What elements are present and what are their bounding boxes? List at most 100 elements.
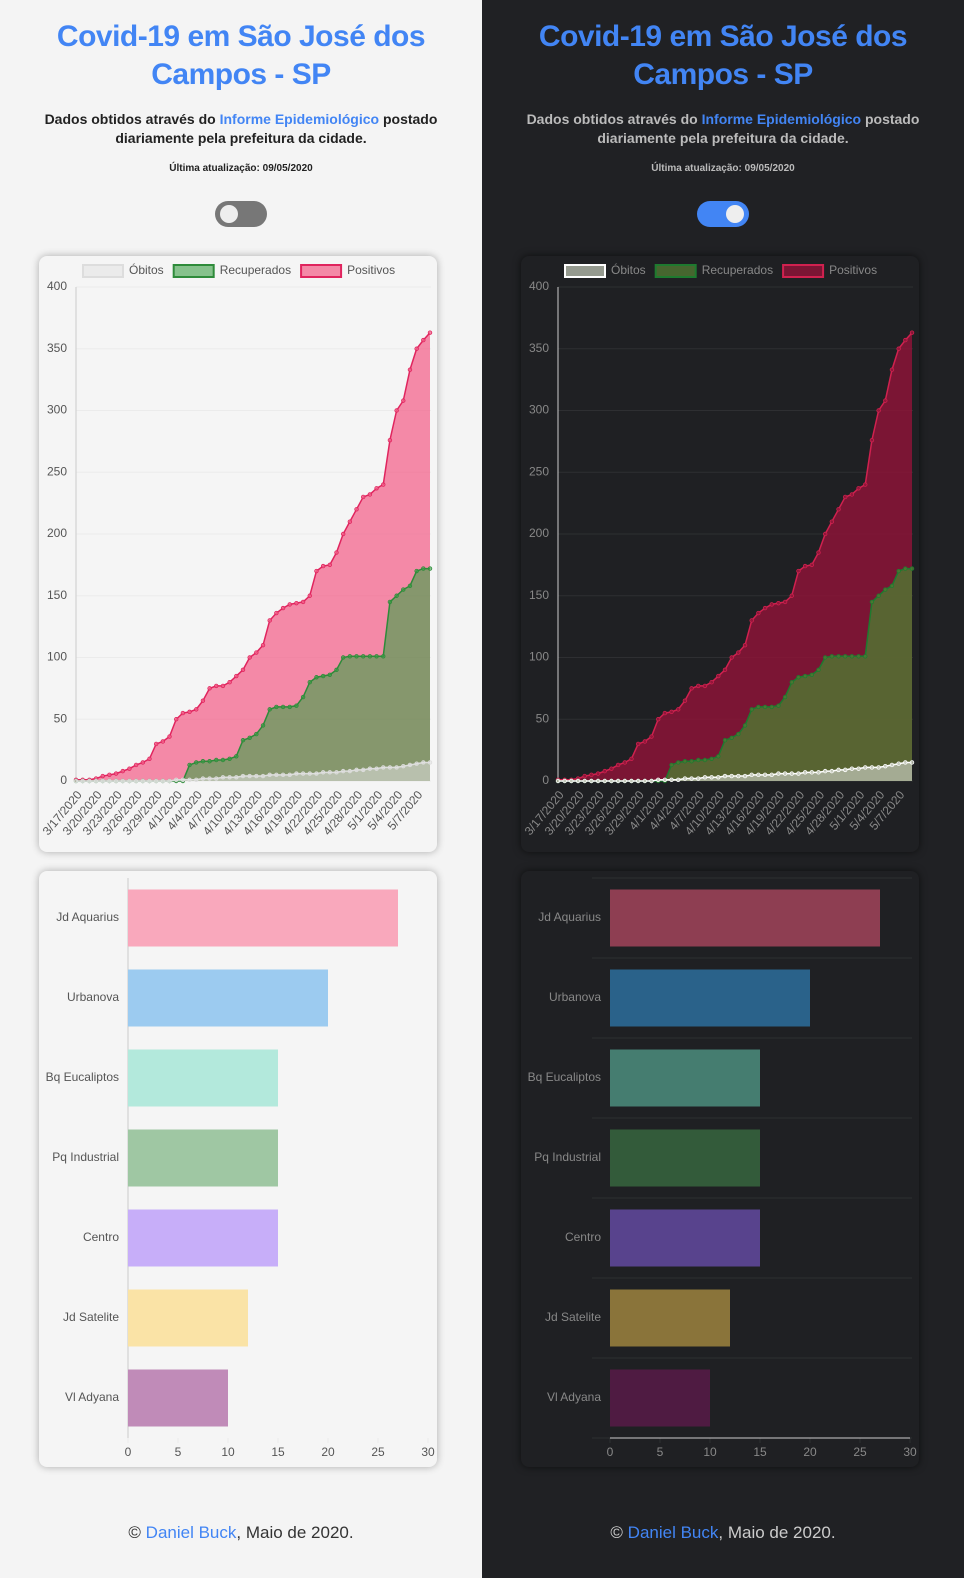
y-tick-label: 50 [54, 711, 68, 725]
y-tick-label: 350 [47, 341, 67, 355]
data-point [863, 765, 868, 770]
data-point [401, 398, 406, 403]
data-point [120, 768, 125, 774]
data-point [274, 610, 279, 616]
x-tick-label: 20 [321, 1445, 335, 1459]
y-tick-label: Jd Satelite [545, 1310, 601, 1324]
link[interactable]: Informe Epidemiológico [219, 111, 380, 127]
data-point [234, 673, 239, 679]
legend-swatch [82, 264, 124, 278]
data-point [214, 757, 219, 763]
data-point [742, 642, 748, 648]
data-point [816, 667, 821, 673]
author-link[interactable]: Daniel Buck [145, 1523, 237, 1542]
data-point [582, 773, 587, 779]
subtitle: Dados obtidos através do Informe Epidemi… [41, 110, 441, 148]
x-tick-label: 10 [221, 1445, 235, 1459]
data-point [113, 771, 119, 776]
data-point [589, 772, 594, 778]
data-point [749, 618, 754, 623]
y-tick-label: 200 [47, 526, 67, 540]
data-point [876, 408, 881, 413]
data-point [167, 734, 172, 739]
data-point [280, 772, 286, 778]
data-point [220, 757, 226, 763]
data-point [869, 765, 875, 770]
charts: 0501001502002503003504003/17/20203/20/20… [40, 262, 435, 1459]
data-point [709, 775, 714, 780]
legend-swatch [782, 264, 825, 278]
data-point [220, 775, 226, 780]
x-tick-label: 30 [421, 1445, 435, 1459]
data-point [214, 776, 219, 781]
data-point [354, 767, 359, 773]
data-point [274, 772, 279, 778]
data-point [361, 767, 366, 773]
x-tick-label: 15 [753, 1445, 767, 1459]
data-point [280, 704, 286, 710]
series-area [76, 568, 430, 781]
data-point [669, 762, 674, 768]
data-point [709, 680, 714, 685]
bar [128, 1369, 228, 1427]
link[interactable]: Informe Epidemiológico [701, 111, 862, 127]
y-tick-label: 400 [47, 279, 67, 293]
data-point [722, 773, 728, 779]
data-point [809, 770, 815, 775]
data-point [782, 771, 788, 776]
data-point [843, 767, 848, 773]
data-point [347, 654, 353, 659]
data-point [387, 765, 393, 770]
data-point [334, 770, 339, 775]
y-tick-label: Bq Eucaliptos [46, 1070, 119, 1084]
theme-toggle[interactable] [215, 201, 267, 227]
data-point [676, 760, 681, 765]
title: Covid-19 em São José dos Campos - SP [56, 20, 426, 91]
data-point [347, 519, 353, 524]
data-point [649, 778, 654, 784]
data-point [73, 778, 79, 784]
toggle-knob [726, 205, 744, 223]
bar [128, 889, 398, 947]
data-point [153, 778, 159, 784]
data-point [863, 482, 868, 487]
data-point [267, 707, 272, 712]
data-point [649, 734, 654, 739]
data-point [320, 563, 326, 569]
data-point [595, 778, 601, 784]
data-point [769, 602, 774, 607]
data-point [889, 762, 895, 768]
data-point [762, 772, 768, 778]
data-point [140, 760, 145, 765]
data-point [696, 776, 701, 781]
data-point [776, 600, 781, 606]
data-point [749, 707, 754, 712]
data-point [709, 756, 714, 761]
y-tick-label: 200 [529, 526, 549, 540]
series-area [558, 568, 912, 781]
data-point [421, 337, 426, 343]
data-point [254, 773, 259, 779]
data-point [234, 775, 239, 780]
legend-swatch [654, 264, 697, 278]
data-point [127, 778, 132, 784]
data-point [107, 772, 112, 778]
data-point [909, 566, 915, 571]
data-point [796, 771, 801, 776]
data-point [736, 731, 741, 737]
bar [128, 1209, 278, 1267]
data-point [896, 346, 901, 351]
data-point [635, 741, 641, 747]
data-point [582, 778, 587, 784]
data-point [173, 777, 179, 782]
data-point [361, 654, 366, 659]
theme-toggle[interactable] [697, 201, 749, 227]
y-tick-label: 0 [60, 773, 67, 787]
legend-label: Positivos [347, 263, 395, 277]
author-link[interactable]: Daniel Buck [627, 1523, 719, 1542]
subtitle-text: postado diariamente pela prefeitura da c… [597, 111, 920, 146]
data-point [207, 759, 212, 764]
last-update: Última atualização: 09/05/2020 [651, 163, 795, 174]
y-tick-label: 150 [47, 588, 67, 602]
data-point [133, 762, 139, 768]
